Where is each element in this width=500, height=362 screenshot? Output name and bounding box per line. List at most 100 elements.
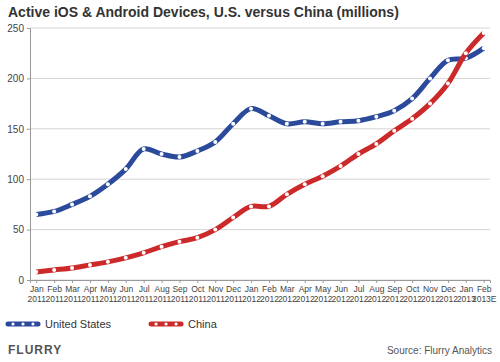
- series-marker: [88, 263, 92, 267]
- y-tick-mark: [27, 78, 30, 79]
- x-tick-mark: [484, 280, 485, 283]
- x-tick-label: May2012: [314, 284, 333, 304]
- y-tick-label: 50: [13, 224, 25, 235]
- x-tick-mark: [162, 280, 163, 283]
- x-tick-mark: [305, 280, 306, 283]
- series-marker: [482, 31, 486, 35]
- y-tick: 150: [7, 124, 30, 135]
- x-tick: Nov2011: [207, 280, 226, 304]
- x-tick-label: Feb2013E: [472, 284, 497, 304]
- series-marker: [195, 149, 199, 153]
- grid-line: [30, 28, 490, 29]
- x-tick-label: Mar2011: [63, 284, 82, 304]
- plot-area: [34, 31, 485, 274]
- series-marker: [52, 209, 56, 213]
- series-marker: [446, 81, 450, 85]
- series-marker: [106, 182, 110, 186]
- x-tick-mark: [358, 280, 359, 283]
- series-marker: [177, 155, 181, 159]
- series-marker: [339, 164, 343, 168]
- x-tick: Jun2011: [117, 280, 136, 304]
- series-marker: [34, 212, 38, 216]
- x-tick-label: Feb2012: [260, 284, 279, 304]
- series-marker: [231, 216, 235, 220]
- legend-item: China: [151, 318, 218, 330]
- series-marker: [464, 51, 468, 55]
- x-tick-mark: [233, 280, 234, 283]
- series-marker: [160, 245, 164, 249]
- x-tick: Feb2012: [260, 280, 279, 304]
- legend: United StatesChina: [8, 318, 218, 330]
- x-tick-label: Oct2012: [403, 284, 422, 304]
- x-tick-label: Aug2011: [153, 284, 172, 304]
- series-marker: [303, 182, 307, 186]
- x-tick: Jan2011: [28, 280, 47, 304]
- x-tick-label: Feb2011: [46, 284, 65, 304]
- x-tick-label: Jan2012: [242, 284, 261, 304]
- y-tick-mark: [27, 179, 30, 180]
- x-tick-mark: [126, 280, 127, 283]
- series-marker: [177, 240, 181, 244]
- grid-line: [30, 128, 490, 129]
- x-tick: Oct2012: [403, 280, 422, 304]
- x-tick: Jul2012: [349, 280, 368, 304]
- x-tick-label: Apr2012: [296, 284, 315, 304]
- legend-marker: [154, 322, 157, 325]
- x-tick: Feb2013E: [472, 280, 497, 304]
- series-marker: [88, 194, 92, 198]
- series-line: [36, 48, 483, 214]
- grid: [30, 28, 490, 280]
- series-marker: [428, 102, 432, 106]
- y-tick: 200: [7, 73, 30, 84]
- series-marker: [34, 270, 38, 274]
- legend-swatch: [8, 322, 38, 327]
- series-marker: [70, 266, 74, 270]
- logo: FLURRY: [8, 343, 62, 357]
- x-tick-mark: [323, 280, 324, 283]
- series-marker: [303, 120, 307, 124]
- series-marker: [410, 117, 414, 121]
- series-marker: [374, 115, 378, 119]
- x-tick-label: Aug2012: [367, 284, 386, 304]
- x-tick-mark: [215, 280, 216, 283]
- series-marker: [124, 256, 128, 260]
- series-marker: [142, 147, 146, 151]
- y-tick-label: 250: [7, 23, 24, 34]
- series-marker: [446, 58, 450, 62]
- x-tick-mark: [54, 280, 55, 283]
- series-marker: [249, 204, 253, 208]
- x-tick: Feb2011: [46, 280, 65, 304]
- x-tick: Oct2011: [189, 280, 208, 304]
- series-marker: [428, 76, 432, 80]
- x-tick-label: Jun2012: [332, 284, 351, 304]
- series-marker: [106, 260, 110, 264]
- y-tick: 50: [13, 224, 30, 235]
- x-tick-mark: [144, 280, 145, 283]
- x-axis: Jan2011Feb2011Mar2011Apr2011May2011Jun20…: [28, 280, 497, 304]
- x-tick: Jun2012: [332, 280, 351, 304]
- x-tick: Apr2011: [81, 280, 100, 304]
- y-tick-label: 0: [18, 275, 24, 286]
- legend-marker: [11, 322, 14, 325]
- x-tick-label: Jan2011: [28, 284, 47, 304]
- x-tick-mark: [394, 280, 395, 283]
- x-tick: Jul2011: [135, 280, 154, 304]
- x-tick: Dec2012: [439, 280, 458, 304]
- series-marker: [392, 129, 396, 133]
- x-tick-label: Sep2012: [385, 284, 404, 304]
- legend-marker: [164, 322, 167, 325]
- x-tick-label: Jul2012: [349, 284, 368, 304]
- series-marker: [160, 152, 164, 156]
- y-tick-mark: [27, 230, 30, 231]
- x-tick-label: May2011: [99, 284, 118, 304]
- x-tick-label: Oct2011: [189, 284, 208, 304]
- source: Source: Flurry Analytics: [387, 345, 492, 356]
- legend-marker: [174, 322, 177, 325]
- x-tick-label: Apr2011: [81, 284, 100, 304]
- x-tick-mark: [251, 280, 252, 283]
- y-tick: 100: [7, 174, 30, 185]
- x-tick-mark: [430, 280, 431, 283]
- series-marker: [356, 119, 360, 123]
- x-tick-label: Mar2012: [278, 284, 297, 304]
- x-tick-mark: [197, 280, 198, 283]
